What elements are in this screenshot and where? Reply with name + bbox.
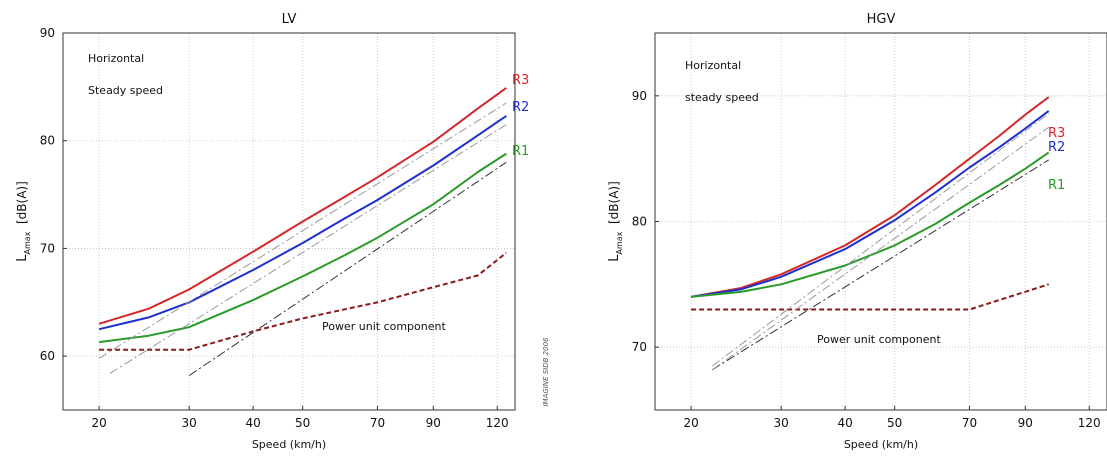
annotation-text: Steady speed xyxy=(88,84,163,97)
series-label-r1: R1 xyxy=(1048,178,1065,193)
chart-title: LV xyxy=(282,12,297,27)
series-line-r2 xyxy=(98,115,507,331)
x-tick-label: 70 xyxy=(370,416,385,430)
plot-frame xyxy=(62,32,516,411)
y-tick-label: 90 xyxy=(40,26,55,40)
x-axis-label: Speed (km/h) xyxy=(844,438,918,451)
series-label-r3: R3 xyxy=(1048,126,1065,141)
x-tick-label: 120 xyxy=(1078,416,1101,430)
x-tick-label: 20 xyxy=(683,416,698,430)
series-line-r3 xyxy=(98,87,507,325)
x-tick-label: 20 xyxy=(91,416,106,430)
reference-line xyxy=(712,159,1049,371)
power-unit-label: Power unit component xyxy=(817,333,941,346)
annotation-text: Horizontal xyxy=(88,52,144,65)
series-line-r2 xyxy=(690,110,1050,298)
y-tick-label: 60 xyxy=(40,349,55,363)
x-tick-label: 90 xyxy=(1018,416,1033,430)
x-tick-label: 70 xyxy=(962,416,977,430)
x-tick-label: 40 xyxy=(245,416,260,430)
power-unit-line xyxy=(691,283,1050,311)
power-unit-label: Power unit component xyxy=(322,320,446,333)
y-axis-label: LAmax [dB(A)] xyxy=(15,181,32,262)
chart-panel-lv: 20 30 40 50 70 90 120 60 70 80 90 LV Speed (km/h) LAm… xyxy=(15,12,550,451)
y-tick-label: 70 xyxy=(40,241,55,255)
x-tick-label: 30 xyxy=(774,416,789,430)
x-tick-label: 120 xyxy=(486,416,509,430)
series-line-r1 xyxy=(98,152,507,344)
y-tick-label: 70 xyxy=(632,340,647,354)
y-tick-label: 80 xyxy=(40,134,55,148)
x-tick-label: 90 xyxy=(426,416,441,430)
y-tick-label: 80 xyxy=(632,215,647,229)
y-axis-label-unit: [dB(A)] xyxy=(607,181,621,231)
series-line-r1 xyxy=(690,151,1050,298)
watermark-text: IMAGINE SIDB 2006 xyxy=(542,337,550,407)
annotation-text: steady speed xyxy=(685,91,759,104)
series-line-r3 xyxy=(690,96,1050,298)
reference-line xyxy=(712,126,1049,371)
y-axis-label-main: L xyxy=(15,254,30,262)
chart-title: HGV xyxy=(867,12,896,27)
y-axis-label-unit: [dB(A)] xyxy=(15,181,29,231)
y-axis-label-subscript: Amax xyxy=(23,231,32,254)
y-axis-label: LAmax [dB(A)] xyxy=(607,181,624,262)
series-label-r2: R2 xyxy=(512,100,529,115)
x-axis-label: Speed (km/h) xyxy=(252,438,326,451)
chart-panel-hgv: 20 30 40 50 70 90 120 70 80 90 HGV Speed (km/h) LAma… xyxy=(607,12,1107,451)
series-label-r1: R1 xyxy=(512,144,529,159)
annotation-text: Horizontal xyxy=(685,59,741,72)
y-tick-label: 90 xyxy=(632,89,647,103)
reference-line xyxy=(98,102,507,359)
x-tick-label: 50 xyxy=(887,416,902,430)
power-unit-line xyxy=(99,251,507,351)
x-tick-label: 40 xyxy=(837,416,852,430)
x-tick-label: 30 xyxy=(182,416,197,430)
reference-line xyxy=(109,124,507,374)
x-tick-label: 50 xyxy=(295,416,310,430)
y-axis-label-subscript: Amax xyxy=(615,231,624,254)
series-label-r2: R2 xyxy=(1048,140,1065,155)
reference-line xyxy=(711,113,1050,367)
y-axis-label-main: L xyxy=(607,254,622,262)
series-label-r3: R3 xyxy=(512,73,529,88)
reference-line xyxy=(188,161,507,376)
